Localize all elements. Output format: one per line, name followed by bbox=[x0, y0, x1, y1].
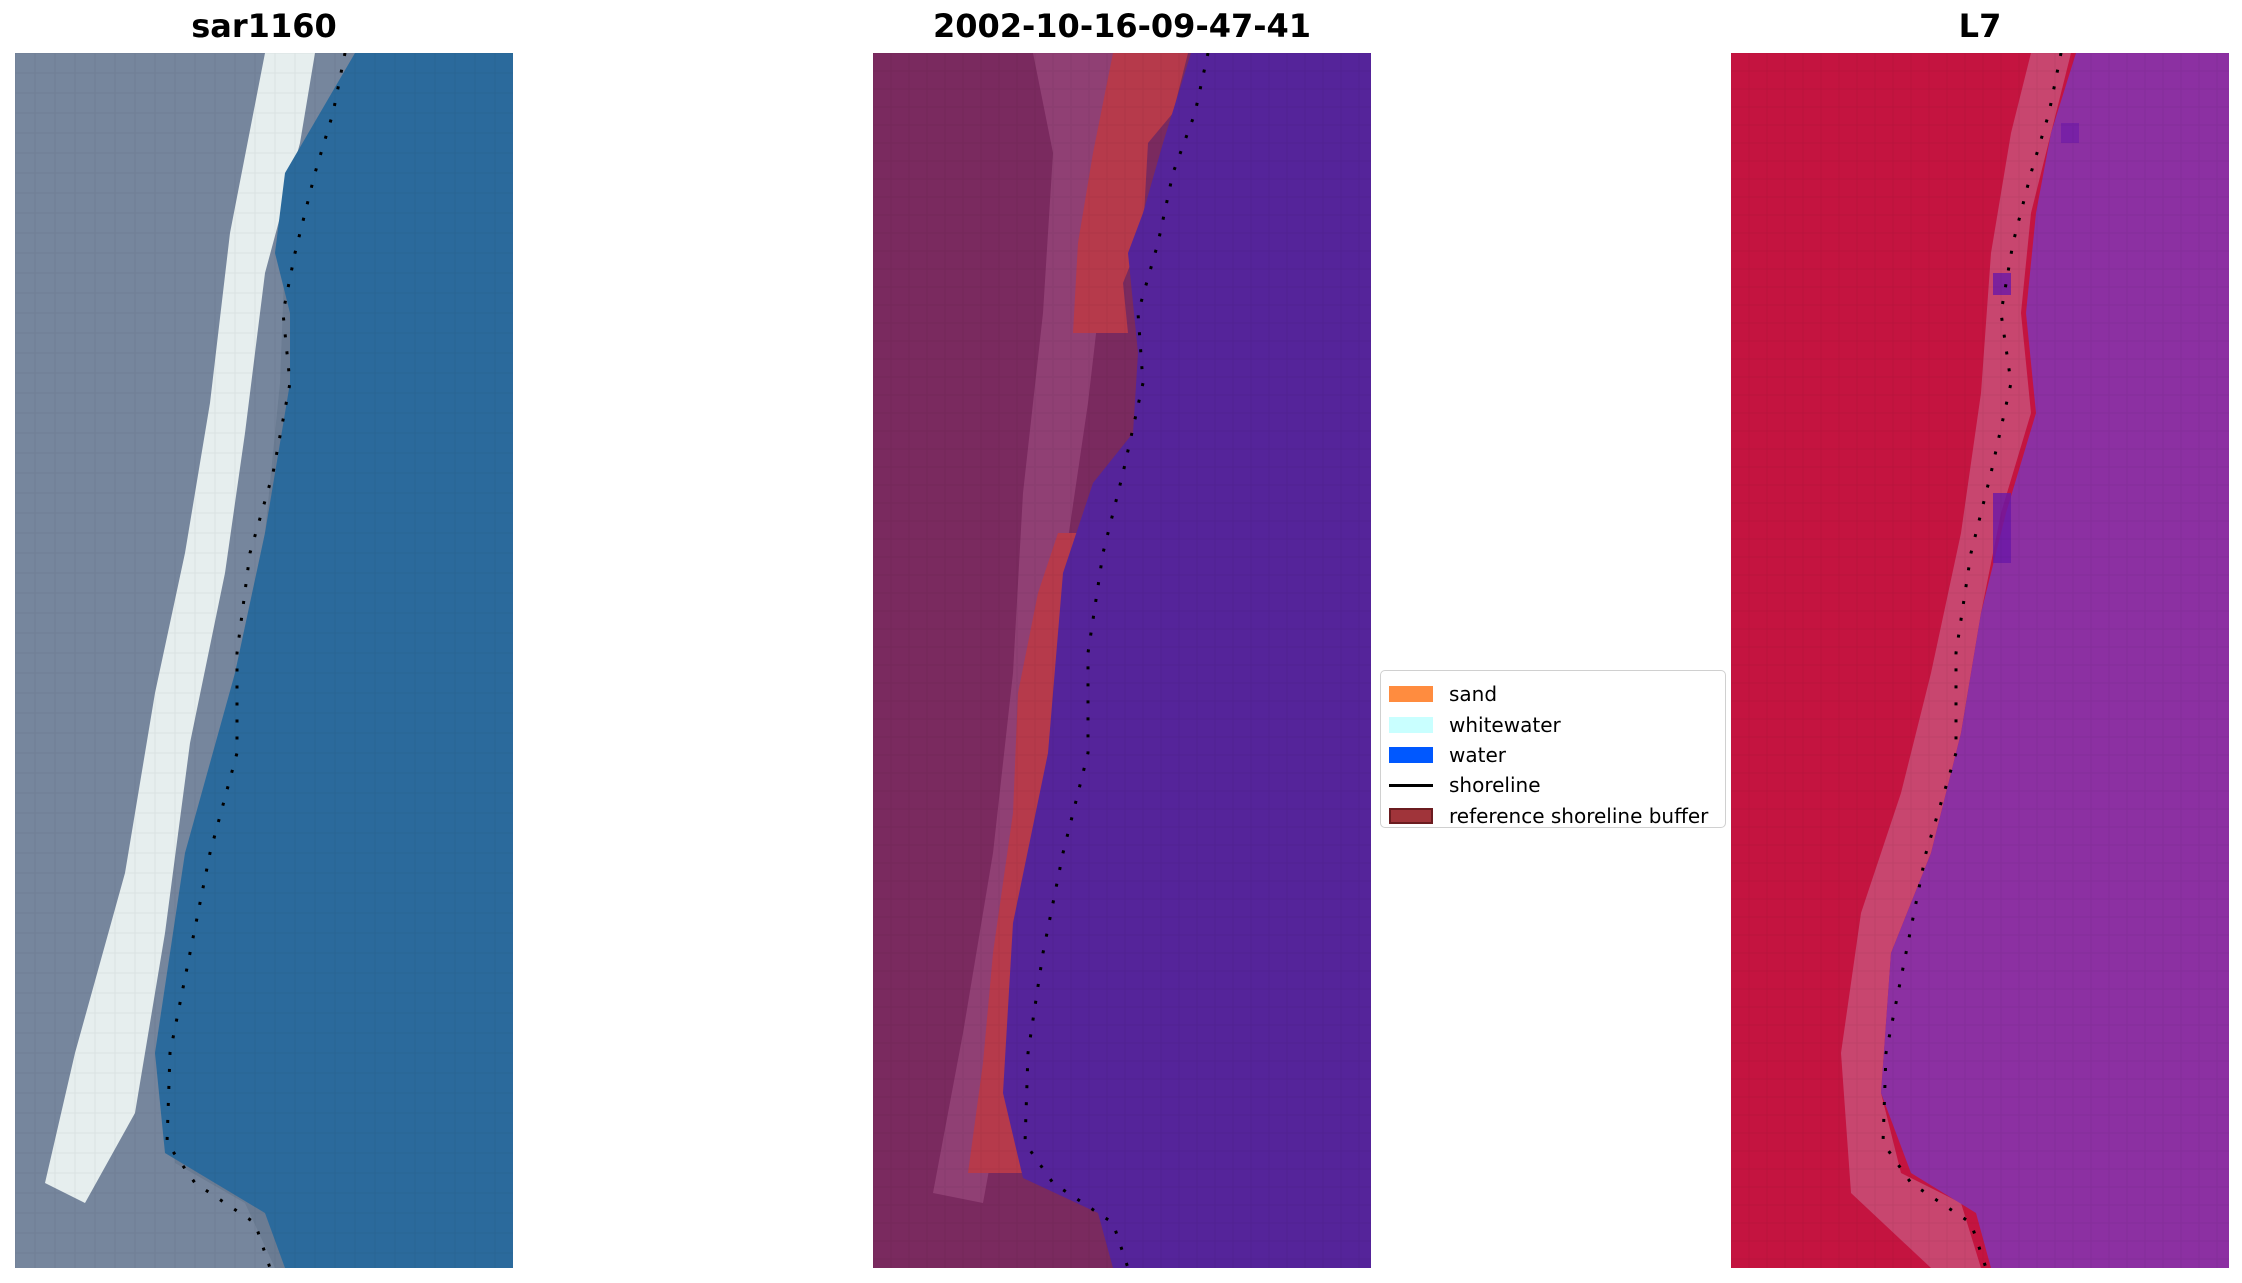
legend-label-sand: sand bbox=[1449, 682, 1498, 707]
panel-title-classified: 2002-10-16-09-47-41 bbox=[932, 7, 1312, 45]
legend-label-reference-buffer: reference shoreline buffer bbox=[1449, 803, 1709, 828]
rgb-satellite-image bbox=[15, 53, 513, 1268]
rgb-image-panel bbox=[15, 53, 513, 1268]
legend-swatch-shoreline bbox=[1389, 783, 1433, 787]
legend-label-whitewater: whitewater bbox=[1449, 712, 1561, 737]
legend-label-water: water bbox=[1449, 742, 1506, 767]
legend-swatch-sand bbox=[1389, 686, 1433, 703]
legend-item-sand: sand bbox=[1389, 679, 1725, 709]
legend-swatch-reference-buffer bbox=[1389, 807, 1433, 824]
legend-swatch-whitewater bbox=[1389, 716, 1433, 733]
legend-item-water: water bbox=[1389, 740, 1725, 770]
panel-title-rgb: sar1160 bbox=[191, 7, 337, 45]
legend-item-reference-buffer: reference shoreline buffer bbox=[1389, 801, 1725, 831]
panel-title-index: L7 bbox=[1958, 7, 2002, 45]
legend-item-shoreline: shoreline bbox=[1389, 770, 1725, 800]
shoreline-index bbox=[1881, 53, 2063, 1268]
classified-image-panel bbox=[873, 53, 1371, 1268]
index-image bbox=[1731, 53, 2229, 1268]
index-image-panel bbox=[1731, 53, 2229, 1268]
legend-swatch-water bbox=[1389, 746, 1433, 763]
legend-item-whitewater: whitewater bbox=[1389, 709, 1725, 739]
legend-label-shoreline: shoreline bbox=[1449, 773, 1541, 798]
legend: sand whitewater water shoreline referenc… bbox=[1380, 670, 1726, 828]
shoreline-rgb bbox=[165, 53, 347, 1268]
classified-image bbox=[873, 53, 1371, 1268]
